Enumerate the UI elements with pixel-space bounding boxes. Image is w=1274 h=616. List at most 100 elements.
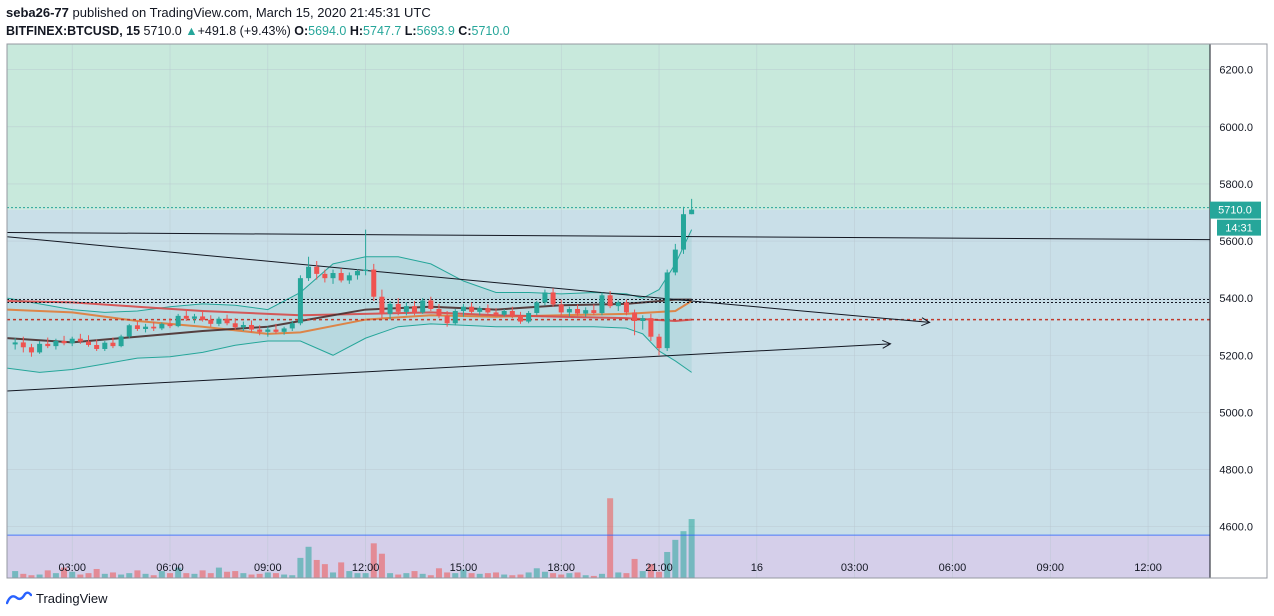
candle-body (558, 304, 564, 313)
candle-body (452, 311, 458, 324)
candle-body (134, 325, 140, 329)
volume-bar (191, 573, 198, 578)
candle-body (297, 278, 303, 324)
moving-average-2 (7, 300, 692, 322)
candle-body (77, 338, 83, 342)
author-name[interactable]: seba26-77 (6, 5, 69, 20)
candle-body (53, 340, 59, 347)
close-label: C: (458, 24, 472, 38)
volume-bar (85, 573, 92, 578)
candle-body (607, 295, 613, 307)
candle-body (672, 249, 678, 273)
volume-bar (509, 575, 516, 578)
candle-body (412, 306, 418, 313)
volume-bar (126, 573, 133, 578)
trendlines-layer[interactable] (6, 231, 1211, 392)
close-value: 5710.0 (471, 24, 510, 38)
volume-layer (7, 498, 1210, 578)
volume-bar (109, 572, 116, 578)
trendline-4[interactable] (6, 344, 891, 392)
candle-body (330, 273, 336, 279)
ohlc-line: BITFINEX:BTCUSD, 15 5710.0 ▲+491.8 (+9.4… (6, 22, 1266, 40)
candle-body (45, 343, 51, 347)
trendline-3[interactable] (691, 300, 930, 322)
trendline-1[interactable] (6, 231, 1211, 241)
volume-bar (476, 573, 483, 578)
volume-bar (558, 574, 565, 578)
candle-body (566, 309, 572, 313)
volume-bar (93, 568, 100, 578)
symbol-label: BITFINEX:BTCUSD, 15 (6, 24, 141, 38)
candle-body (281, 328, 287, 332)
time-axis[interactable]: 03:00 06:00 09:00 12:00 15:00 18:00 21:00 16 03:… (58, 562, 1161, 574)
candle-body (656, 336, 662, 349)
volume-bar (69, 571, 76, 578)
countdown-label: 14:31 (1225, 223, 1253, 235)
bollinger-fill (7, 229, 692, 373)
candle-body (306, 266, 312, 279)
high-value: 5747.7 (363, 24, 402, 38)
price-tick-label: 5200.0 (1219, 350, 1253, 362)
time-tick-label: 09:00 (254, 562, 282, 574)
candle-body (542, 292, 548, 303)
candle-body (338, 273, 344, 281)
volume-bar (387, 573, 394, 578)
time-tick-label: 15:00 (450, 562, 478, 574)
volume-bar (607, 498, 614, 578)
volume-bar (688, 519, 695, 578)
volume-bar (460, 569, 467, 578)
candle-body (167, 323, 173, 327)
volume-bar (574, 572, 581, 578)
candle-body (61, 340, 67, 344)
candle-body (175, 315, 181, 327)
volume-bar (305, 546, 312, 578)
time-tick-label: 21:00 (645, 562, 673, 574)
volume-bar (118, 574, 125, 578)
open-value: 5694.0 (308, 24, 347, 38)
volume-bar (378, 553, 385, 578)
volume-bar (77, 574, 84, 578)
candle-body (183, 315, 189, 319)
volume-bar (264, 572, 271, 578)
candle-body (664, 272, 670, 349)
volume-bar (623, 573, 630, 578)
time-tick-label: 12:00 (352, 562, 380, 574)
candle-body (517, 315, 523, 322)
candle-body (94, 344, 100, 349)
candle-body (632, 312, 638, 321)
candle-body (314, 266, 320, 274)
candle-body (159, 323, 165, 329)
trendline-2[interactable] (6, 236, 692, 302)
volume-bar (28, 575, 35, 578)
volume-bar (313, 559, 320, 578)
time-tick-label: 06:00 (939, 562, 967, 574)
low-value: 5693.9 (416, 24, 455, 38)
price-axis[interactable]: 6200.0 6000.0 5800.0 5600.0 5400.0 5200.0 5000… (1219, 65, 1253, 534)
change-value: +491.8 (+9.43%) (197, 24, 291, 38)
volume-bar (272, 573, 279, 578)
volume-bar (664, 551, 671, 578)
volume-bar (354, 573, 361, 578)
tradingview-footer[interactable]: TradingView (6, 588, 108, 608)
volume-bar (647, 564, 654, 578)
candle-body (493, 312, 499, 315)
volume-bar (240, 573, 247, 578)
candle-body (232, 323, 238, 328)
candle-body (322, 273, 328, 279)
time-tick-label: 09:00 (1036, 562, 1064, 574)
candle-body (501, 311, 507, 315)
candle-body (477, 308, 483, 312)
volume-bar (362, 573, 369, 578)
last-price: 5710.0 (143, 24, 182, 38)
candle-body (599, 295, 605, 313)
open-label: O: (294, 24, 309, 38)
candle-body (118, 336, 124, 347)
volume-bar (517, 574, 524, 578)
price-tick-label: 5600.0 (1219, 236, 1253, 248)
volume-bar (175, 567, 182, 578)
volume-bar (183, 573, 190, 578)
candle-body (387, 303, 393, 314)
volume-bar (281, 574, 288, 578)
candle-body (534, 302, 540, 313)
